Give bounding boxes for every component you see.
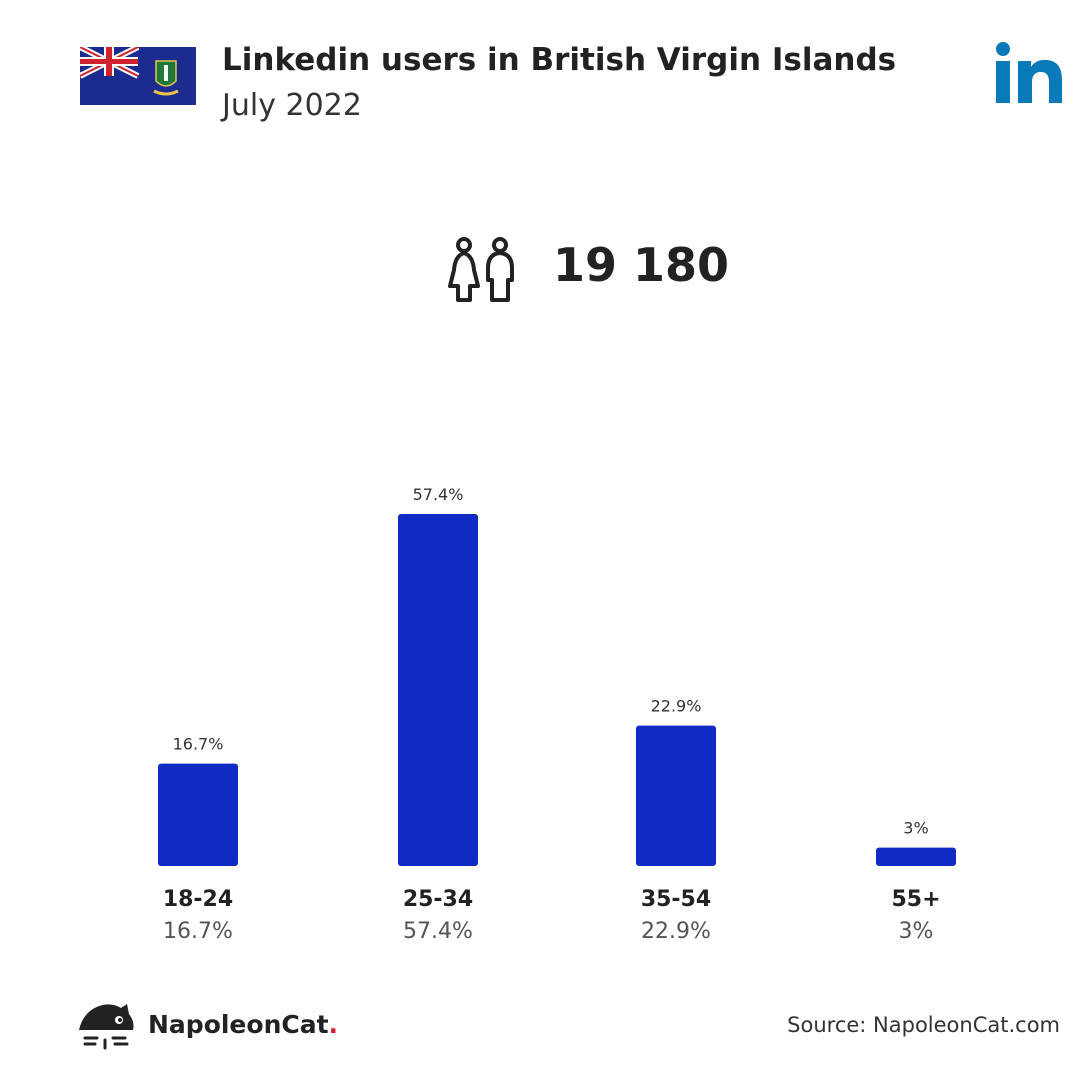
category-label: 25-34 (403, 887, 473, 912)
category-percent-label: 16.7% (163, 919, 233, 944)
brand-name-text: NapoleonCat (148, 1010, 329, 1039)
category-percent-label: 22.9% (641, 919, 711, 944)
napoleoncat-logo-icon (79, 1004, 134, 1050)
bar-value-label: 3% (903, 819, 928, 838)
bar-value-label: 16.7% (173, 735, 224, 754)
linkedin-logo-icon (996, 42, 1062, 103)
bar-35-54 (636, 725, 716, 866)
brand-dot: . (328, 1010, 339, 1039)
brand-name: NapoleonCat. (148, 1010, 338, 1039)
british-virgin-islands-flag (80, 47, 196, 105)
bar-25-34 (398, 514, 478, 866)
bar-value-label: 57.4% (413, 485, 464, 504)
people-icon (448, 237, 514, 302)
source-label: Source: NapoleonCat.com (787, 1013, 1060, 1037)
category-label: 55+ (891, 887, 940, 912)
page-title: Linkedin users in British Virgin Islands (222, 42, 897, 78)
category-label: 18-24 (163, 887, 233, 912)
page-subtitle: July 2022 (222, 88, 362, 123)
total-users-value: 19 180 (553, 238, 730, 292)
category-label: 35-54 (641, 887, 711, 912)
category-percent-label: 57.4% (403, 919, 473, 944)
category-percent-label: 3% (899, 919, 934, 944)
bar-18-24 (158, 763, 238, 866)
bar-55+ (876, 847, 956, 866)
bar-value-label: 22.9% (651, 697, 702, 716)
